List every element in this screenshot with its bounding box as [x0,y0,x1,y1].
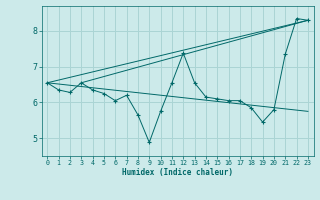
X-axis label: Humidex (Indice chaleur): Humidex (Indice chaleur) [122,168,233,177]
